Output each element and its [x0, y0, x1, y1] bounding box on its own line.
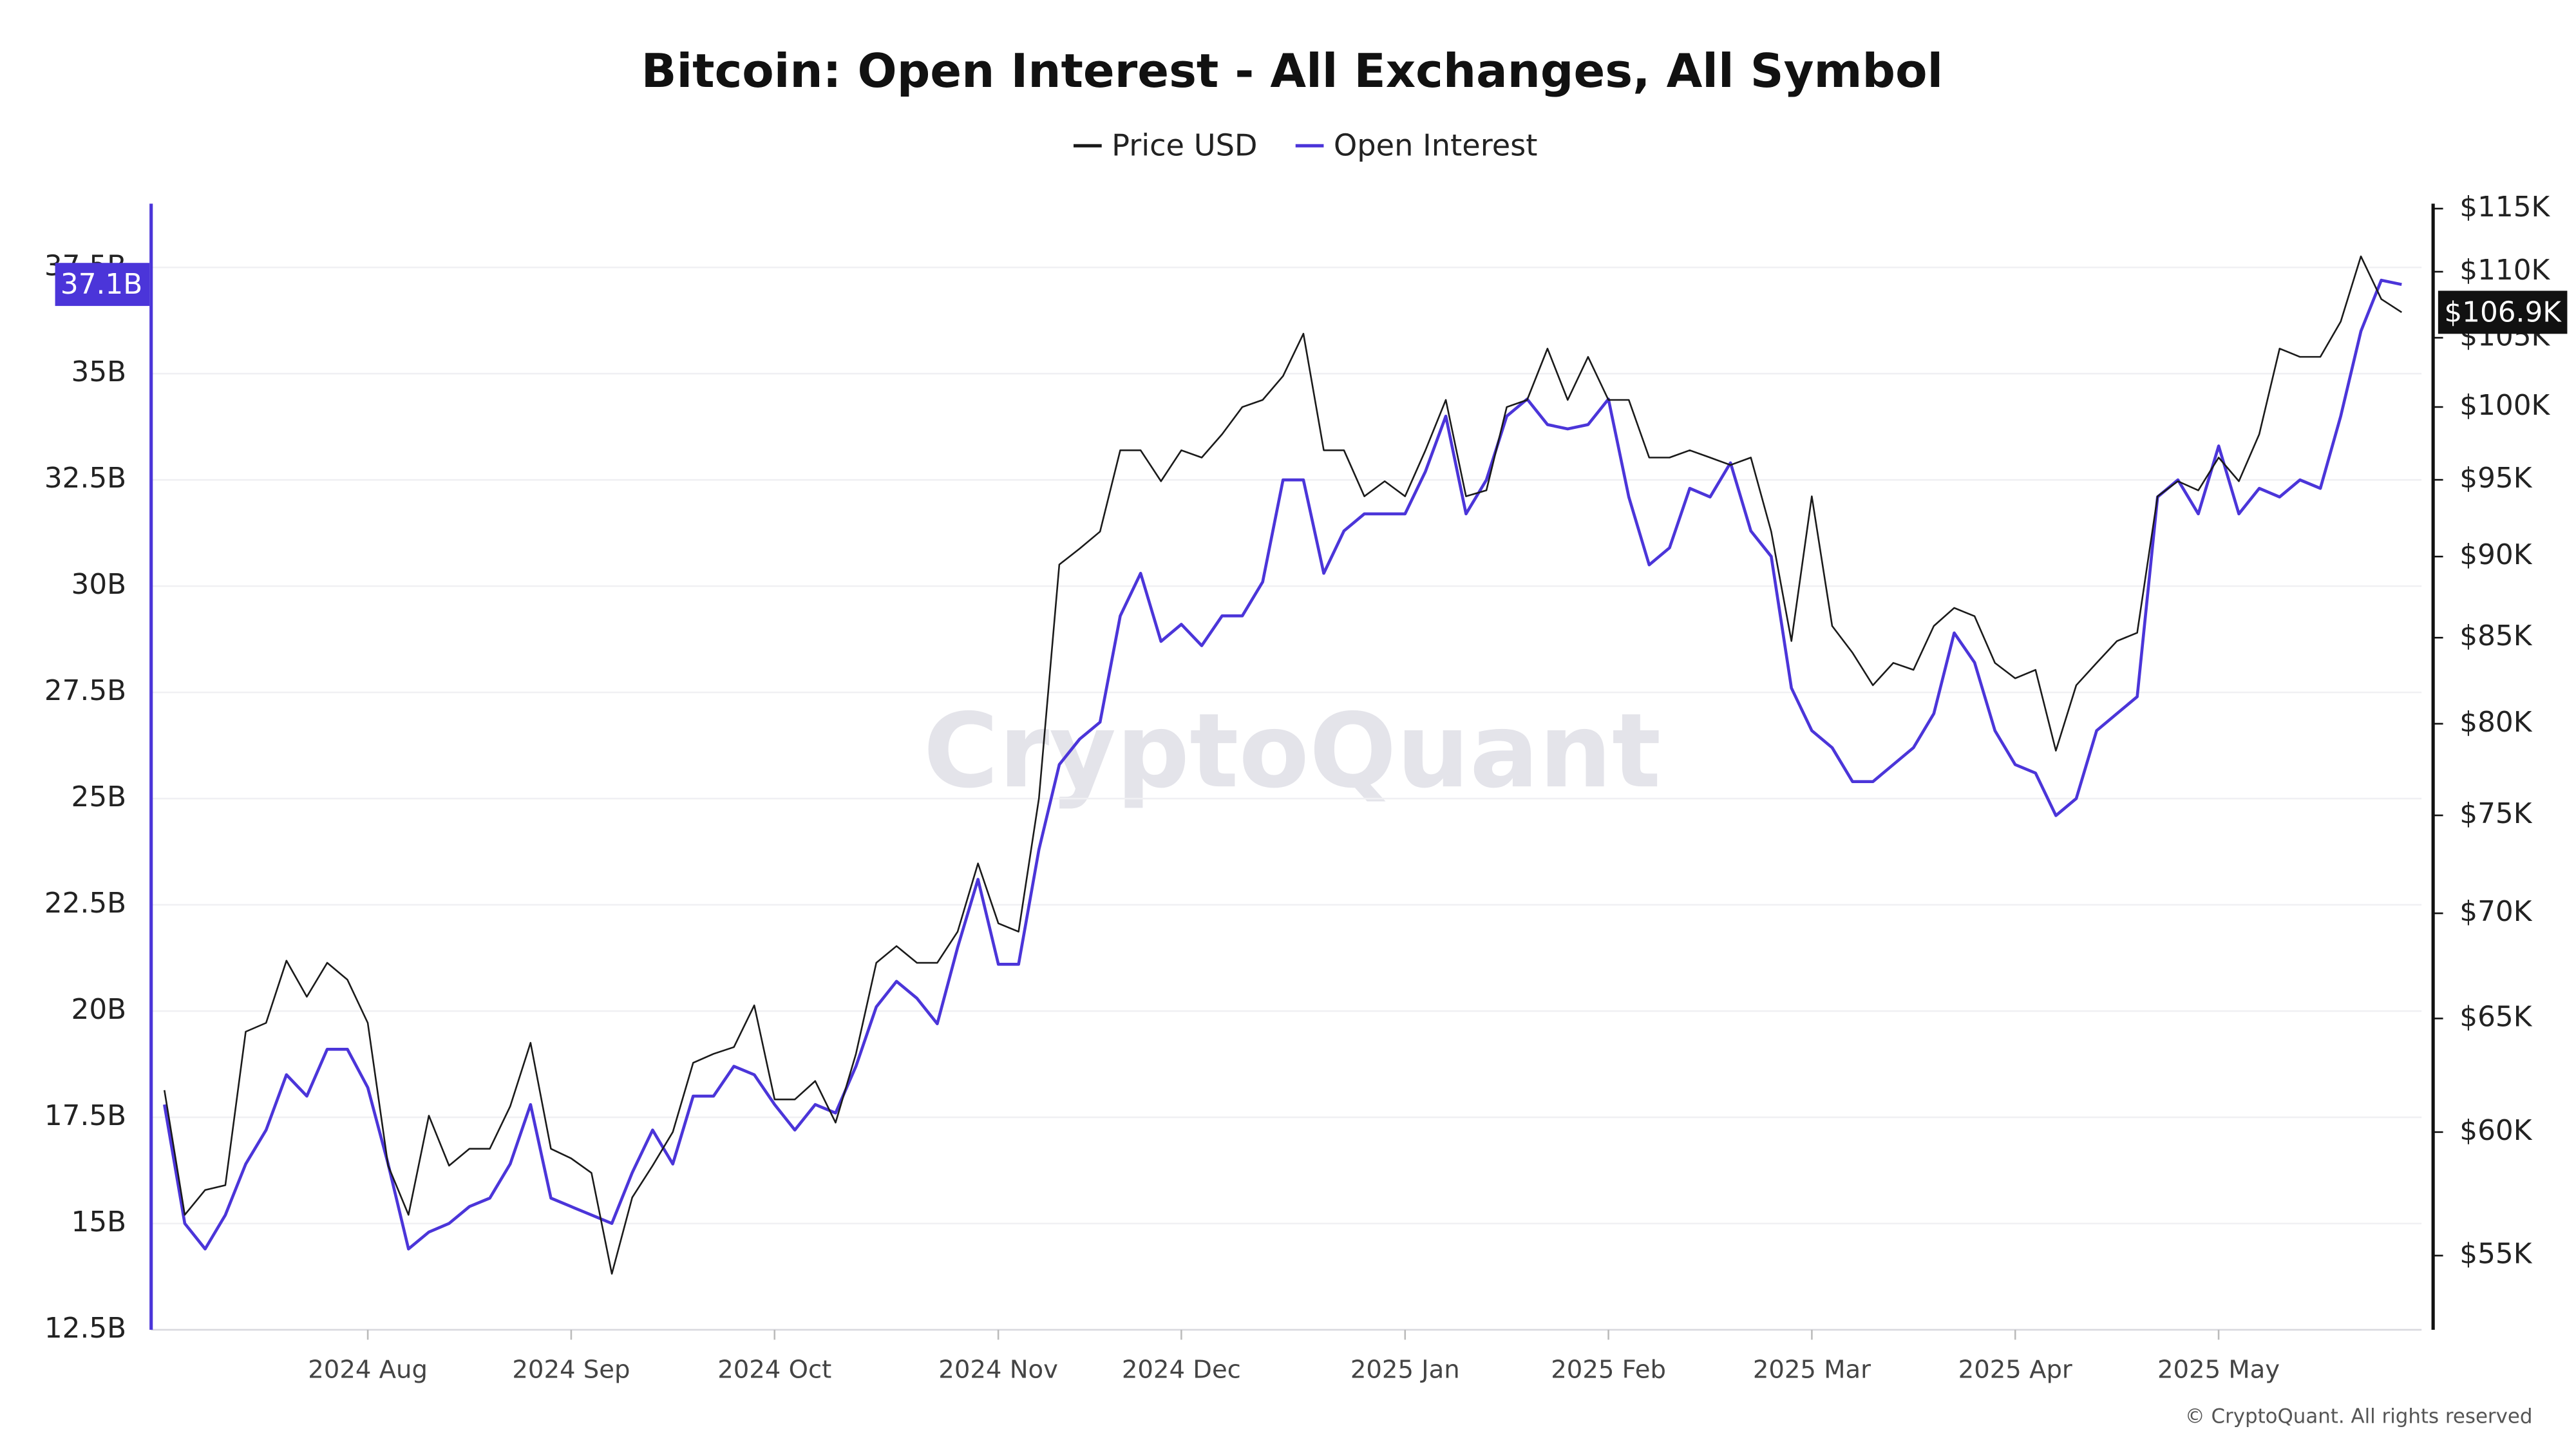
- y2-tick-label: $65K: [2459, 1000, 2532, 1033]
- watermark: CryptoQuant: [923, 691, 1662, 811]
- y-tick-label: 12.5B: [44, 1312, 126, 1345]
- y-tick-label: 27.5B: [44, 674, 126, 707]
- series-line: [164, 255, 2402, 1275]
- x-tick-label: 2025 May: [2157, 1356, 2280, 1385]
- current-value-badge: [55, 263, 150, 307]
- x-tick-label: 2025 Jan: [1350, 1356, 1460, 1385]
- y-tick-label: 15B: [71, 1206, 127, 1238]
- x-tick-label: 2024 Dec: [1122, 1356, 1241, 1385]
- x-tick-label: 2025 Apr: [1958, 1356, 2072, 1385]
- x-tick-label: 2024 Aug: [308, 1356, 428, 1385]
- y2-tick-label: $70K: [2459, 895, 2532, 928]
- current-value-label: 37.1B: [61, 268, 142, 301]
- x-tick-label: 2025 Mar: [1753, 1356, 1871, 1385]
- legend: Price USD Open Interest: [1074, 128, 1537, 162]
- current-value-badge: [2438, 290, 2568, 334]
- y2-tick-label: $75K: [2459, 797, 2532, 830]
- y-tick-label: 32.5B: [44, 462, 126, 495]
- legend-label: Open Interest: [1334, 128, 1538, 162]
- y-tick-label: 30B: [71, 568, 127, 601]
- chart-title: Bitcoin: Open Interest - All Exchanges, …: [641, 44, 1944, 98]
- y2-tick-label: $100K: [2459, 389, 2550, 422]
- series-line: [163, 278, 2402, 1251]
- y-tick-label: 20B: [71, 993, 127, 1026]
- y2-tick-label: $55K: [2459, 1238, 2532, 1271]
- y2-tick-label: $60K: [2459, 1114, 2532, 1147]
- y-tick-label: 22.5B: [44, 887, 126, 920]
- y2-tick-label: $85K: [2459, 620, 2532, 652]
- y-tick-label: 25B: [71, 781, 127, 813]
- y2-tick-label: $90K: [2459, 538, 2532, 571]
- x-tick-label: 2024 Nov: [938, 1356, 1058, 1385]
- y2-tick-label: $115K: [2459, 191, 2550, 223]
- current-value-label: $106.9K: [2444, 296, 2562, 328]
- footer: © CryptoQuant. All rights reserved: [2185, 1405, 2533, 1428]
- x-tick-label: 2024 Sep: [512, 1356, 630, 1385]
- y2-tick-label: $80K: [2459, 706, 2532, 739]
- x-tick-label: 2025 Feb: [1551, 1356, 1666, 1385]
- y-tick-label: 17.5B: [44, 1099, 126, 1132]
- legend-label: Price USD: [1112, 128, 1257, 162]
- y2-tick-label: $95K: [2459, 462, 2532, 495]
- y2-tick-label: $110K: [2459, 254, 2550, 287]
- x-tick-label: 2024 Oct: [717, 1356, 831, 1385]
- y-tick-label: 35B: [71, 355, 127, 388]
